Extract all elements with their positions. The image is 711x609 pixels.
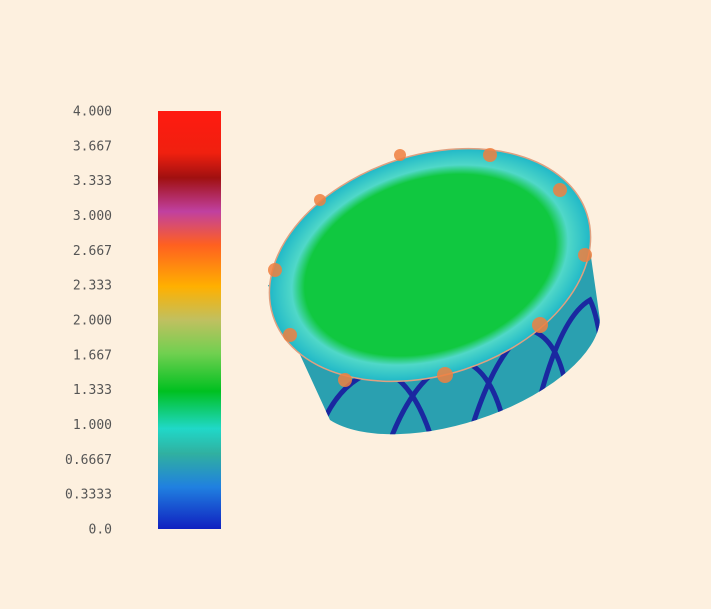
colorbar-tick-label: 0.3333 [65,488,112,503]
cylinder-model [268,147,600,435]
colorbar-tick-label: 0.6667 [65,453,112,468]
colorbar-tick-label: 1.000 [73,418,112,433]
colorbar-tick-label: 4.000 [73,105,112,120]
colorbar [158,111,221,529]
colorbar-tick-label: 1.333 [73,383,112,398]
colorbar-tick-label: 0.0 [89,523,112,538]
colorbar-tick-label: 2.000 [73,314,112,329]
colorbar-tick-label: 3.667 [73,139,112,154]
colorbar-tick-label: 3.000 [73,209,112,224]
colorbar-tick-label: 2.667 [73,244,112,259]
colorbar-tick-label: 3.333 [73,174,112,189]
colorbar-tick-label: 2.333 [73,279,112,294]
colorbar-tick-label: 1.667 [73,348,112,363]
top-surface [268,147,592,383]
